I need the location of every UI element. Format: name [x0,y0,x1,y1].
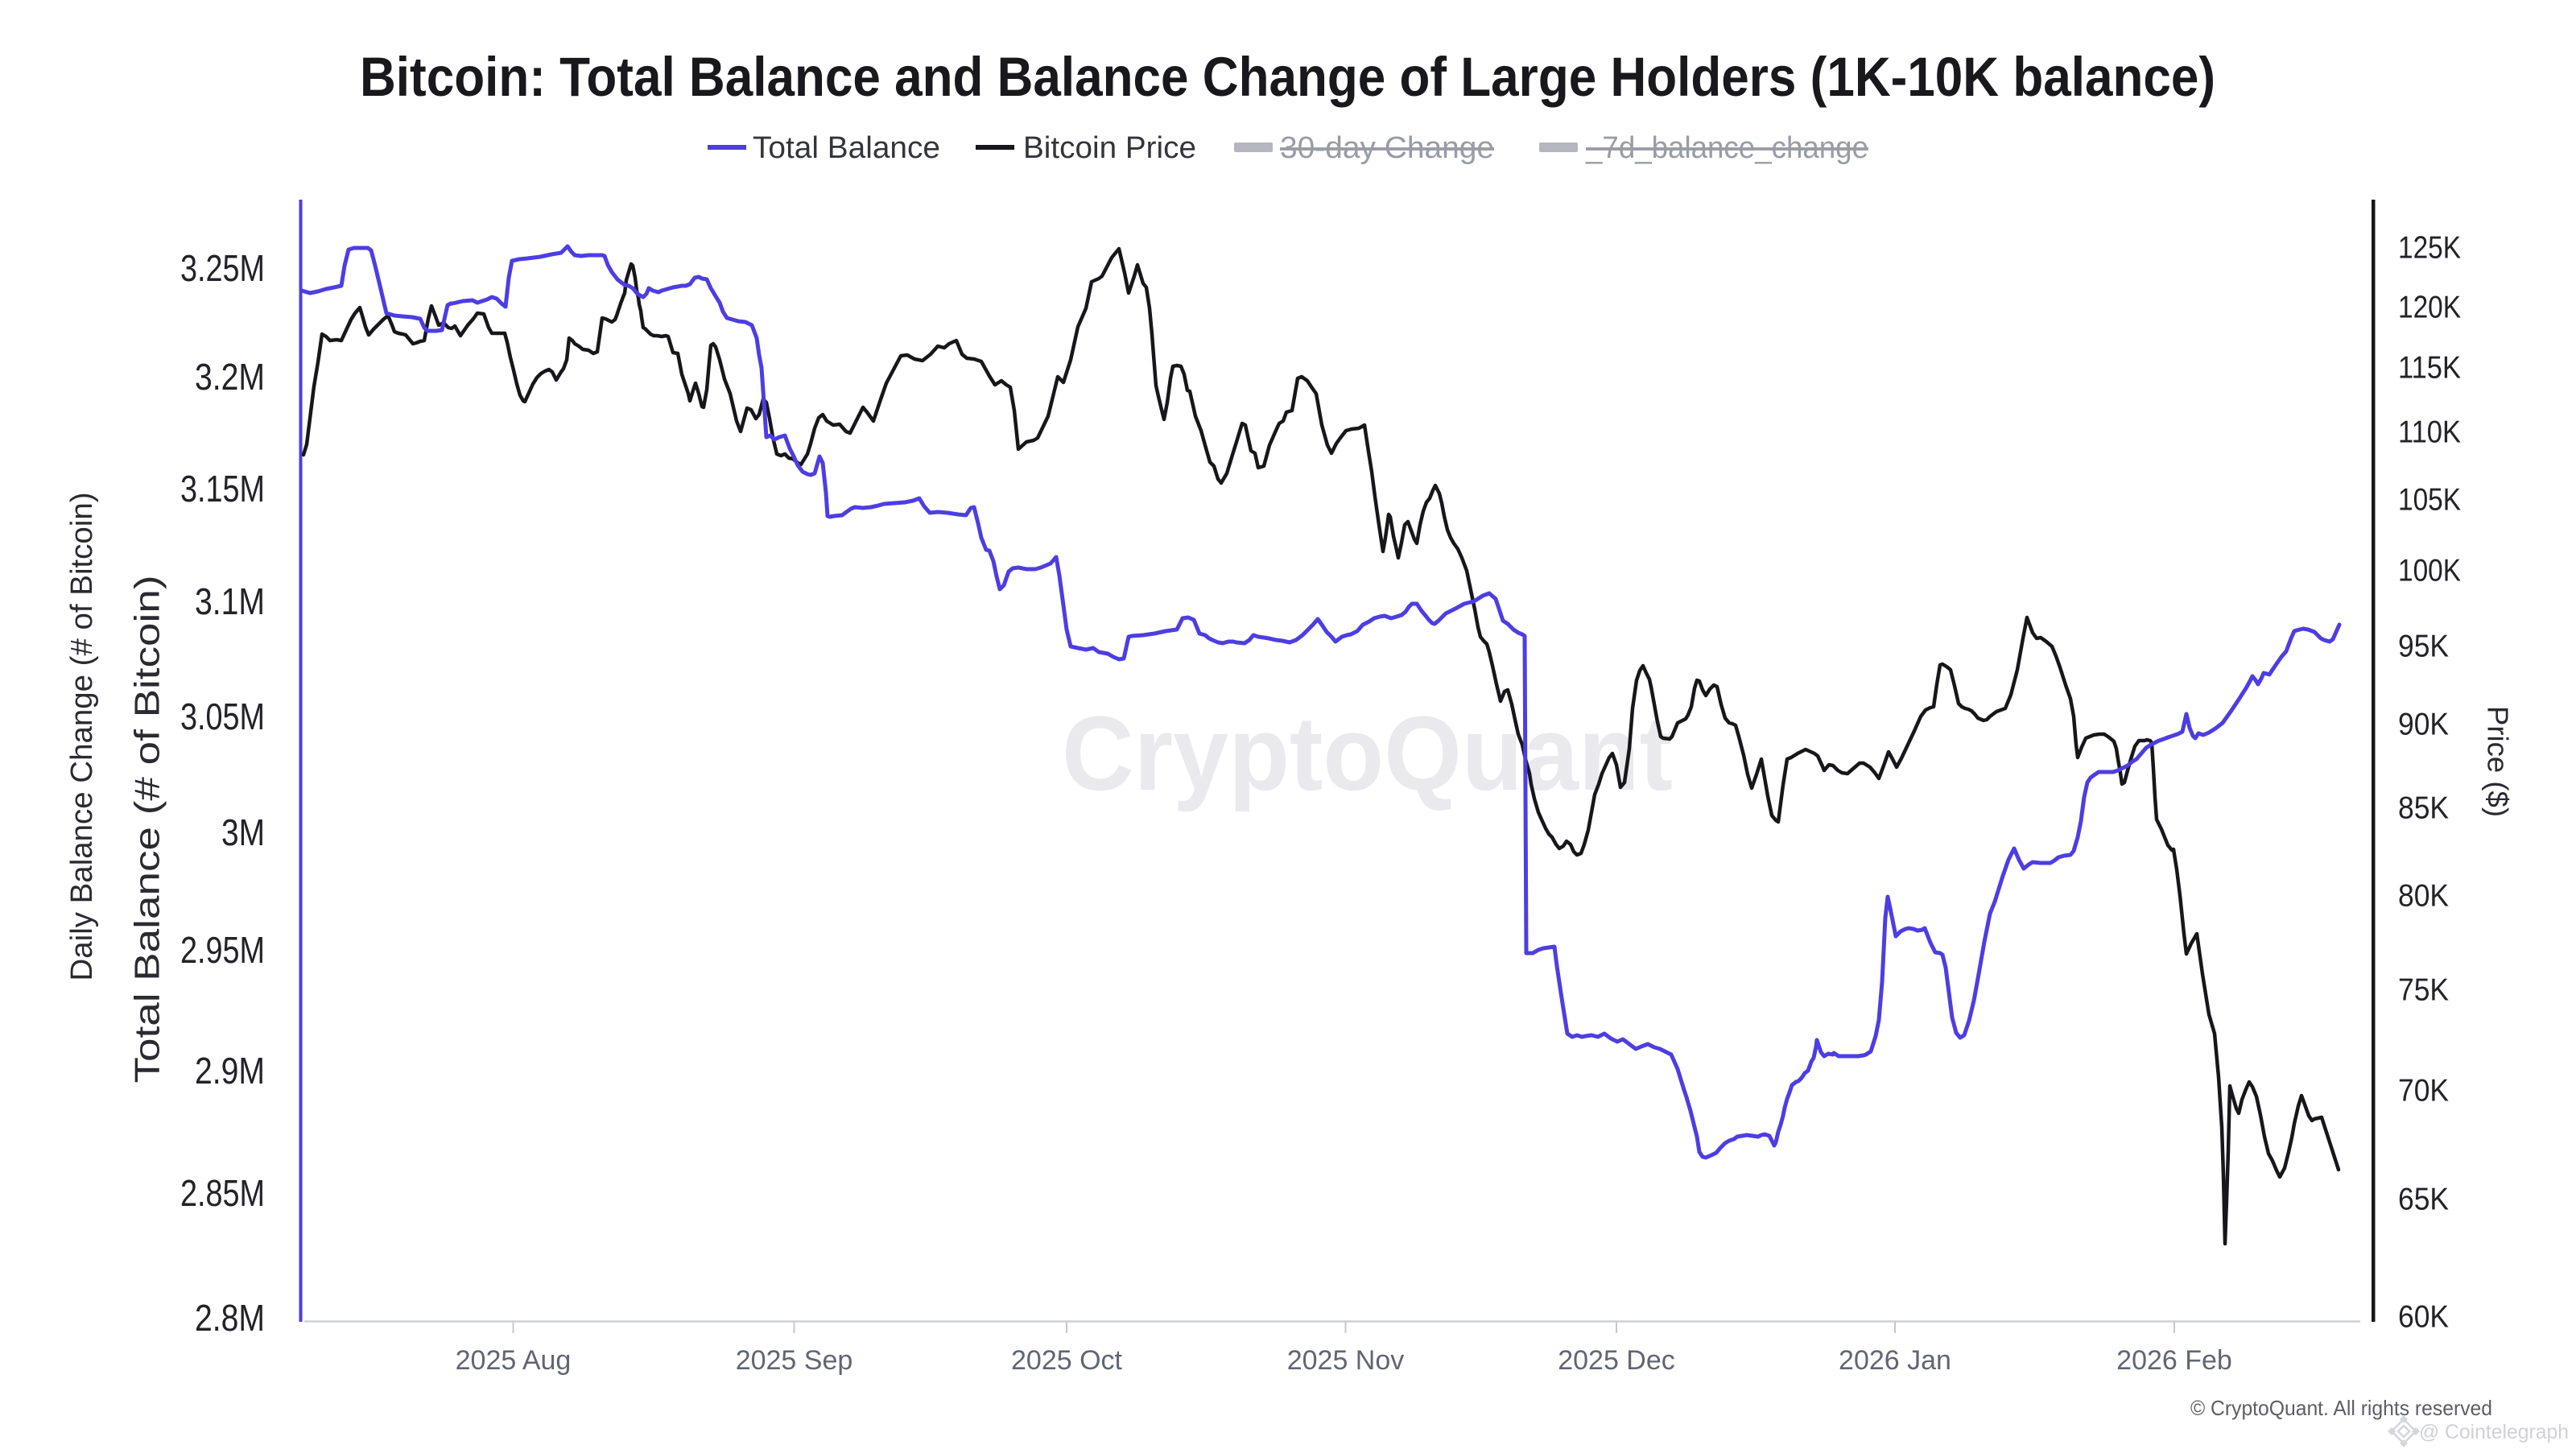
svg-text:2026 Jan: 2026 Jan [1839,1345,1951,1376]
svg-text:2025 Nov: 2025 Nov [1287,1345,1405,1376]
svg-text:Total Balance: Total Balance [753,131,940,165]
svg-text:110K: 110K [2398,415,2461,450]
svg-text:105K: 105K [2398,483,2461,518]
svg-text:90K: 90K [2398,708,2449,742]
svg-text:2025 Sep: 2025 Sep [736,1345,853,1376]
svg-text:3.05M: 3.05M [180,696,265,737]
svg-text:2.95M: 2.95M [180,929,265,971]
svg-text:Total Balance (# of Bitcoin): Total Balance (# of Bitcoin) [128,576,167,1084]
svg-text:120K: 120K [2398,291,2461,325]
svg-text:3.15M: 3.15M [180,468,265,510]
svg-text:2025 Oct: 2025 Oct [1011,1345,1123,1376]
svg-text:Bitcoin Price: Bitcoin Price [1023,131,1196,165]
svg-text:80K: 80K [2398,879,2449,914]
svg-text:115K: 115K [2398,351,2461,386]
svg-text:2.8M: 2.8M [195,1297,265,1339]
svg-text:2.85M: 2.85M [180,1172,265,1214]
svg-text:@ Cointelegraph: @ Cointelegraph [2419,1421,2569,1443]
svg-text:125K: 125K [2398,231,2461,266]
svg-text:2026 Feb: 2026 Feb [2116,1345,2232,1376]
svg-text:75K: 75K [2398,973,2449,1008]
svg-text:85K: 85K [2398,791,2449,826]
svg-text:2.9M: 2.9M [195,1050,265,1092]
svg-text:_7d_balance_change: _7d_balance_change [1585,131,1868,165]
svg-text:© CryptoQuant. All rights rese: © CryptoQuant. All rights reserved [2190,1396,2492,1420]
svg-text:3.1M: 3.1M [195,580,265,622]
svg-text:2025 Dec: 2025 Dec [1558,1345,1675,1376]
svg-text:65K: 65K [2398,1183,2449,1217]
svg-text:3M: 3M [221,811,265,853]
svg-text:100K: 100K [2398,554,2461,588]
svg-text:60K: 60K [2398,1300,2449,1335]
svg-text:3.25M: 3.25M [180,247,265,289]
svg-text:Bitcoin: Total Balance and Bal: Bitcoin: Total Balance and Balance Chang… [360,46,2215,108]
svg-text:CryptoQuant: CryptoQuant [1062,694,1673,812]
svg-text:70K: 70K [2398,1074,2449,1108]
svg-text:Price ($): Price ($) [2482,706,2515,817]
svg-text:2025 Aug: 2025 Aug [456,1345,572,1376]
svg-text:Daily Balance Change (# of Bit: Daily Balance Change (# of Bitcoin) [65,493,99,981]
svg-text:95K: 95K [2398,630,2449,664]
svg-text:30-day Change: 30-day Change [1280,131,1494,165]
svg-text:3.2M: 3.2M [195,356,265,398]
